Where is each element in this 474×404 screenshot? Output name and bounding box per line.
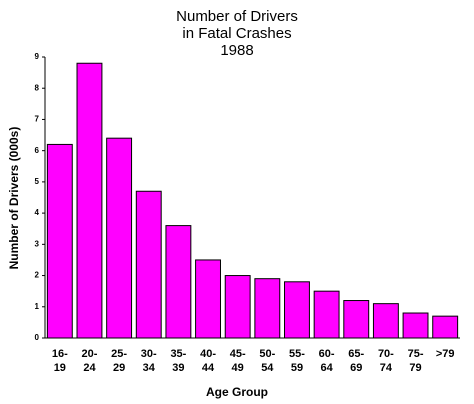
y-tick-label: 0 [35, 333, 40, 342]
y-tick-label: 1 [35, 302, 40, 311]
bar [372, 303, 399, 339]
x-tick-label: 35- 39 [170, 348, 187, 374]
x-tick-label: 70- 74 [377, 348, 394, 374]
bar [313, 290, 340, 339]
y-tick-label: 4 [35, 208, 40, 217]
y-tick-label: 6 [35, 146, 40, 155]
x-tick-label: 45- 49 [229, 348, 246, 374]
bar [106, 137, 133, 339]
bar [195, 259, 221, 339]
bar [165, 225, 192, 339]
y-tick-label: 7 [35, 115, 40, 124]
x-tick-label: 65- 69 [348, 348, 365, 374]
x-tick-label: 25- 29 [111, 348, 128, 374]
bar [224, 275, 251, 339]
bar [46, 143, 73, 339]
y-tick-label: 9 [35, 52, 40, 61]
x-tick-label: 50- 54 [259, 348, 276, 374]
y-tick-label: 3 [35, 239, 40, 248]
bar [135, 190, 162, 339]
x-tick-label: 20- 24 [81, 348, 98, 374]
x-axis-label: Age Group [206, 385, 268, 399]
bar [343, 300, 370, 339]
bar [254, 278, 281, 339]
x-tick-label: 16- 19 [51, 348, 68, 374]
bar [402, 312, 429, 339]
y-tick-label: 8 [35, 83, 40, 92]
x-tick-label: >79 [435, 348, 455, 360]
x-tick-label: 75- 79 [407, 348, 424, 374]
x-tick-label: 60- 64 [318, 348, 335, 374]
bar [284, 281, 310, 339]
bar [432, 315, 459, 339]
bar [76, 62, 103, 339]
y-tick-label: 5 [35, 177, 40, 186]
y-axis-label: Number of Drivers (000s) [7, 127, 21, 270]
chart-title: Number of Drivers in Fatal Crashes 1988 [176, 8, 298, 59]
x-tick-label: 55- 59 [289, 348, 305, 374]
x-tick-label: 30- 34 [140, 348, 157, 374]
y-tick-label: 2 [35, 271, 40, 280]
x-tick-label: 40- 44 [200, 348, 216, 374]
